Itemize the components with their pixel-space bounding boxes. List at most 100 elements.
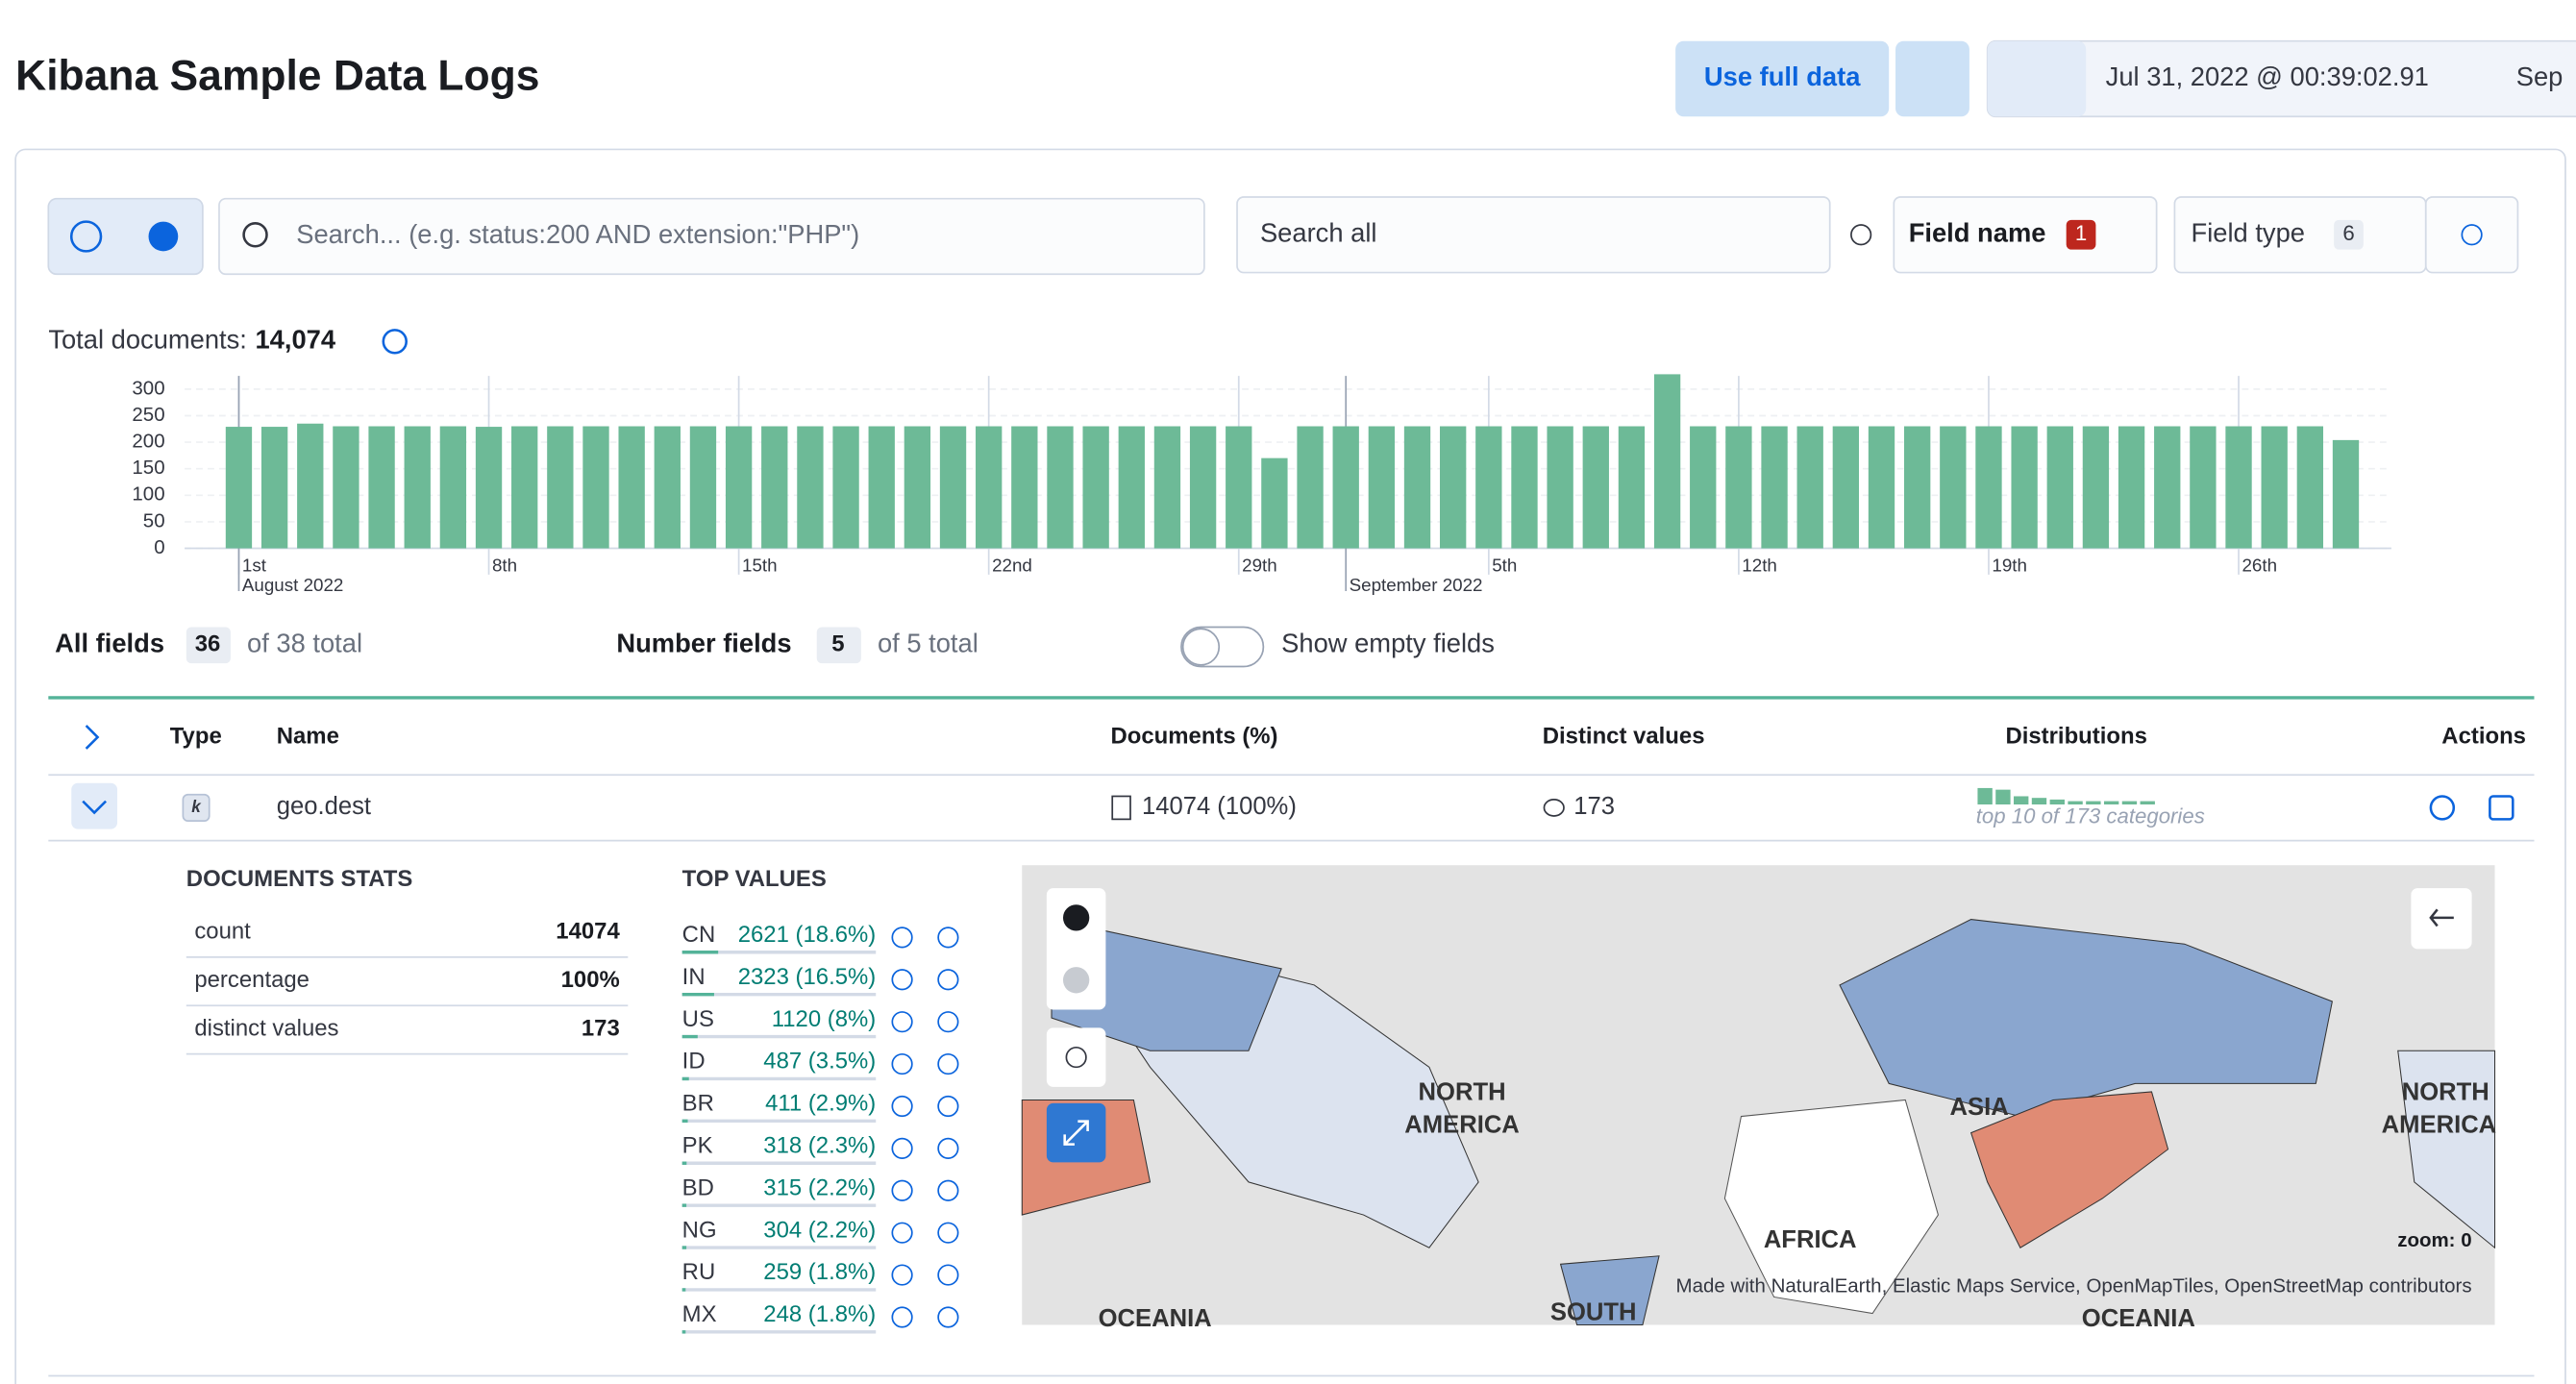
mini-bar xyxy=(2103,801,2119,805)
zoom-in[interactable] xyxy=(1062,904,1090,931)
zoom-out[interactable] xyxy=(1062,967,1090,994)
bar xyxy=(1868,426,1895,549)
bar xyxy=(1011,426,1038,549)
map-land xyxy=(1559,1255,1660,1326)
mini-bar xyxy=(2014,796,2029,805)
bar xyxy=(1153,426,1181,549)
use-full-data-button[interactable] xyxy=(1675,40,1890,117)
filter-for[interactable] xyxy=(891,927,913,949)
filter-out[interactable] xyxy=(937,1179,959,1201)
toggle-knob xyxy=(1181,628,1221,666)
bar xyxy=(260,427,288,549)
field-name-filter[interactable] xyxy=(1893,196,2158,274)
filter-out[interactable] xyxy=(937,1264,959,1286)
map-label: ASIA xyxy=(1950,1094,2009,1121)
scope-select[interactable] xyxy=(1236,196,1831,274)
bar xyxy=(1403,426,1431,549)
stat-value: 173 xyxy=(582,1015,620,1041)
explore-action[interactable] xyxy=(2429,795,2456,821)
type-badge-text: k xyxy=(191,798,202,816)
zoom-controls[interactable] xyxy=(1046,888,1106,1010)
bar xyxy=(1618,426,1646,549)
legend-icon xyxy=(2429,908,2454,927)
mini-bar xyxy=(2031,798,2047,805)
top-value-label: 248 (1.8%) xyxy=(763,1301,876,1327)
expand-all-icon[interactable] xyxy=(85,725,100,750)
add-icon xyxy=(148,221,179,252)
info-icon xyxy=(2461,224,2483,246)
edit-action[interactable] xyxy=(2489,795,2514,821)
bar xyxy=(689,426,717,549)
y-tick-label: 250 xyxy=(132,404,164,426)
type-badge xyxy=(182,793,211,822)
field-type-count: 6 xyxy=(2342,221,2354,245)
bar xyxy=(333,426,359,549)
filter-for[interactable] xyxy=(891,969,913,991)
stat-label: distinct values xyxy=(194,1015,338,1041)
mini-bar xyxy=(2121,801,2138,805)
collapse-button[interactable] xyxy=(71,782,118,829)
bar xyxy=(1261,457,1288,549)
bar xyxy=(2332,439,2360,549)
field-name-cell: geo.dest xyxy=(277,793,371,820)
filter-out[interactable] xyxy=(937,1011,959,1033)
bar xyxy=(654,426,681,549)
bar xyxy=(618,426,645,549)
field-name-count: 1 xyxy=(2075,221,2087,245)
info-button[interactable] xyxy=(2424,196,2519,274)
top-value-key: BR xyxy=(682,1091,714,1117)
bar xyxy=(2225,426,2252,549)
top-value-key: BD xyxy=(682,1174,714,1200)
filter-out[interactable] xyxy=(937,1052,959,1075)
filter-out[interactable] xyxy=(937,1222,959,1244)
number-total: of 5 total xyxy=(878,629,978,658)
bar xyxy=(1047,426,1074,549)
filter-out[interactable] xyxy=(937,1306,959,1328)
column-header: Name xyxy=(277,723,339,749)
x-tick-label: 26th xyxy=(2242,555,2277,575)
filter-for[interactable] xyxy=(891,1179,913,1201)
number-fields: Number fields xyxy=(616,629,791,658)
filter-for[interactable] xyxy=(891,1306,913,1328)
top-value-key: US xyxy=(682,1006,714,1032)
column-header: Actions xyxy=(2441,723,2526,749)
number-count: 5 xyxy=(831,631,844,657)
filter-for[interactable] xyxy=(891,1137,913,1159)
db-icon xyxy=(1543,799,1565,817)
bar xyxy=(1832,426,1860,549)
filter-out[interactable] xyxy=(937,1137,959,1159)
distinct-cell: 173 xyxy=(1573,793,1615,820)
y-tick-label: 0 xyxy=(154,536,164,558)
top-value-key: MX xyxy=(682,1301,717,1327)
bar xyxy=(1297,426,1324,549)
filter-for[interactable] xyxy=(891,1222,913,1244)
calendar-button[interactable] xyxy=(1987,40,2087,117)
map-attribution: Made with NaturalEarth, Elastic Maps Ser… xyxy=(1676,1275,2472,1298)
count-badge xyxy=(2334,219,2364,250)
settings-icon[interactable] xyxy=(382,329,408,355)
filter-out[interactable] xyxy=(937,1095,959,1118)
filter-for[interactable] xyxy=(891,1052,913,1075)
filter-for[interactable] xyxy=(891,1011,913,1033)
x-tick-label: 5th xyxy=(1492,555,1517,575)
bar xyxy=(1582,426,1609,549)
filter-buttons[interactable] xyxy=(47,197,204,276)
bar xyxy=(1082,426,1109,549)
filter-for[interactable] xyxy=(891,1095,913,1118)
bar xyxy=(1653,374,1681,549)
locate-button[interactable] xyxy=(1046,1027,1106,1087)
search-input[interactable] xyxy=(218,197,1205,276)
more-button[interactable] xyxy=(1895,40,1969,117)
map-label: AMERICA xyxy=(1404,1112,1520,1139)
y-tick-label: 200 xyxy=(132,430,164,452)
filter-for[interactable] xyxy=(891,1264,913,1286)
bar xyxy=(1547,426,1573,549)
filter-out[interactable] xyxy=(937,927,959,949)
x-group-label: August 2022 xyxy=(242,575,343,595)
bar xyxy=(725,426,753,549)
bar xyxy=(797,426,824,549)
filter-out[interactable] xyxy=(937,969,959,991)
bar xyxy=(475,427,503,549)
map-label: OCEANIA xyxy=(2082,1305,2195,1332)
top-value-key: NG xyxy=(682,1217,717,1243)
